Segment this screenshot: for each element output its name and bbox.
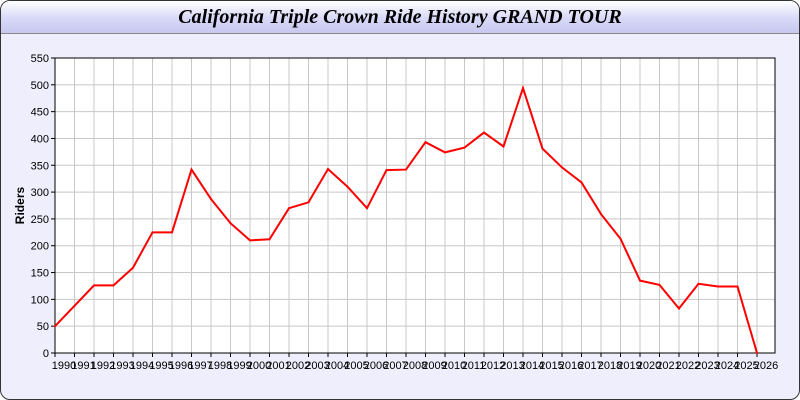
data-point xyxy=(483,131,485,134)
data-point xyxy=(307,201,310,204)
x-tick-label: 2011 xyxy=(462,360,486,372)
x-tick-label: 2010 xyxy=(442,360,466,372)
data-point xyxy=(405,168,407,171)
x-tick-label: 1990 xyxy=(52,360,76,372)
data-point xyxy=(288,207,290,210)
x-tick-label: 1996 xyxy=(169,360,193,372)
title-bar: California Triple Crown Ride History GRA… xyxy=(1,1,799,34)
x-tick-label: 2006 xyxy=(364,360,388,372)
data-point xyxy=(229,222,232,225)
x-tick-label: 2007 xyxy=(383,360,407,372)
y-tick-label: 400 xyxy=(31,133,49,145)
x-tick-label: 2013 xyxy=(500,360,524,372)
data-point xyxy=(717,285,719,288)
y-tick-label: 300 xyxy=(31,187,49,199)
data-point xyxy=(561,166,563,169)
x-tick-label: 1997 xyxy=(188,360,212,372)
y-tick-label: 550 xyxy=(31,53,49,65)
data-point xyxy=(502,145,505,148)
data-point xyxy=(580,181,583,184)
data-point xyxy=(171,231,173,234)
x-tick-label: 2020 xyxy=(637,360,661,372)
x-tick-label: 2023 xyxy=(695,360,719,372)
data-point xyxy=(73,304,76,307)
data-point xyxy=(619,237,622,240)
y-tick-label: 450 xyxy=(31,107,49,119)
data-point xyxy=(93,284,95,287)
plot-area xyxy=(55,58,775,353)
x-tick-label: 1999 xyxy=(227,360,251,372)
x-tick-label: 2002 xyxy=(286,360,310,372)
y-tick-label: 0 xyxy=(43,348,49,360)
y-tick-label: 350 xyxy=(31,160,49,172)
data-point xyxy=(190,168,193,171)
y-tick-label: 100 xyxy=(31,294,49,306)
x-tick-label: 2003 xyxy=(305,360,329,372)
x-tick-label: 1991 xyxy=(71,360,95,372)
x-tick-label: 1995 xyxy=(149,360,173,372)
x-tick-label: 1998 xyxy=(208,360,232,372)
data-point xyxy=(697,282,700,285)
y-tick-label: 500 xyxy=(31,80,49,92)
x-tick-label: 2017 xyxy=(578,360,602,372)
data-point xyxy=(132,266,134,269)
data-point xyxy=(54,325,56,328)
data-point xyxy=(268,238,271,241)
x-tick-label: 2008 xyxy=(403,360,427,372)
x-tick-label: 2025 xyxy=(734,360,758,372)
x-tick-label: 2016 xyxy=(559,360,583,372)
data-point xyxy=(639,279,641,282)
data-point xyxy=(385,169,388,172)
x-tick-label: 2000 xyxy=(247,360,271,372)
data-point xyxy=(522,87,524,90)
y-tick-label: 150 xyxy=(31,268,49,280)
x-tick-label: 2009 xyxy=(422,360,446,372)
x-tick-label: 2015 xyxy=(539,360,563,372)
x-tick-label: 2026 xyxy=(754,360,778,372)
chart-title: California Triple Crown Ride History GRA… xyxy=(178,6,622,28)
x-tick-label: 2005 xyxy=(344,360,368,372)
data-point xyxy=(658,283,661,286)
data-point xyxy=(112,284,115,287)
data-point xyxy=(600,213,602,216)
data-point xyxy=(151,231,154,234)
data-point xyxy=(678,307,680,310)
x-tick-label: 1994 xyxy=(130,360,154,372)
x-tick-label: 2019 xyxy=(617,360,641,372)
x-tick-label: 2004 xyxy=(325,360,349,372)
x-tick-label: 2014 xyxy=(520,360,544,372)
y-tick-label: 50 xyxy=(37,321,49,333)
data-point xyxy=(249,239,251,242)
y-tick-label: 200 xyxy=(31,241,49,253)
data-point xyxy=(346,185,349,188)
data-point xyxy=(327,168,329,171)
x-tick-label: 2001 xyxy=(266,360,290,372)
data-point xyxy=(736,285,739,288)
data-point xyxy=(210,198,212,201)
y-tick-label: 250 xyxy=(31,214,49,226)
data-point xyxy=(756,352,758,354)
x-tick-label: 2021 xyxy=(656,360,680,372)
x-tick-label: 2018 xyxy=(598,360,622,372)
x-tick-label: 2022 xyxy=(676,360,700,372)
data-point xyxy=(366,207,368,210)
x-tick-label: 1992 xyxy=(91,360,115,372)
data-point xyxy=(541,147,544,150)
data-point xyxy=(444,151,446,154)
x-tick-label: 1993 xyxy=(110,360,134,372)
x-tick-label: 2024 xyxy=(715,360,739,372)
plot-border xyxy=(54,57,776,354)
data-point xyxy=(424,141,427,144)
data-point xyxy=(463,146,466,149)
x-tick-label: 2012 xyxy=(481,360,505,372)
y-axis-label: Riders xyxy=(13,187,27,225)
